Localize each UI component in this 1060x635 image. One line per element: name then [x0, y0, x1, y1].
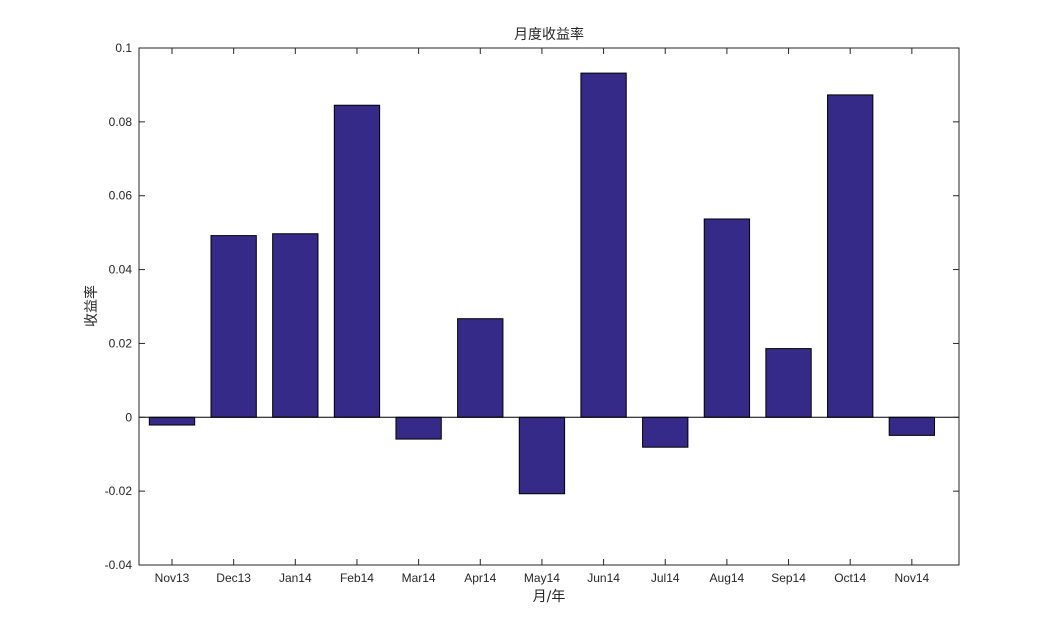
x-tick-label: Feb14 — [340, 571, 374, 585]
x-tick-label: Oct14 — [834, 571, 866, 585]
x-tick-label: Nov13 — [155, 571, 190, 585]
bar-nov14 — [888, 416, 936, 436]
y-tick-label: 0.04 — [109, 263, 133, 277]
x-tick-label: May14 — [524, 571, 560, 585]
y-tick-label: 0.1 — [115, 41, 132, 55]
y-tick-label: 0.08 — [109, 115, 133, 129]
bar-mar14 — [395, 416, 442, 440]
y-tick-label: 0 — [125, 410, 132, 424]
y-axis: -0.04 -0.02 0 0.02 0.04 0.06 0.08 0.1 — [105, 41, 959, 572]
bars-group — [148, 72, 936, 495]
bar-sep14 — [765, 348, 812, 418]
x-tick-label: Sep14 — [771, 571, 806, 585]
x-tick-label: Mar14 — [402, 571, 436, 585]
bar-aug14 — [703, 218, 751, 418]
bar-dec13 — [210, 235, 257, 418]
x-axis-label: 月/年 — [533, 589, 566, 605]
bar-nov13 — [148, 416, 196, 426]
y-tick-label: -0.04 — [105, 558, 133, 572]
bar-feb14 — [333, 104, 381, 418]
x-tick-label: Aug14 — [710, 571, 745, 585]
chart-title: 月度收益率 — [514, 26, 584, 43]
bar-oct14 — [827, 94, 874, 418]
y-tick-label: 0.02 — [109, 336, 133, 350]
x-tick-label: Jun14 — [587, 571, 620, 585]
bar-jun14 — [580, 72, 627, 418]
x-tick-label: Jul14 — [651, 571, 680, 585]
plot-border — [138, 47, 960, 566]
bar-jul14 — [642, 416, 689, 448]
x-axis: Nov13 Dec13 Jan14 Feb14 Mar14 Apr14 May14 Jun14… — [155, 48, 930, 585]
y-axis-label: 收益率 — [83, 285, 100, 327]
x-tick-label: Nov14 — [895, 571, 930, 585]
bar-apr14 — [457, 318, 504, 418]
y-tick-label: 0.06 — [109, 189, 133, 203]
x-tick-label: Apr14 — [464, 571, 496, 585]
bar-jan14 — [272, 233, 319, 418]
y-tick-label: -0.02 — [105, 484, 133, 498]
x-tick-label: Jan14 — [279, 571, 312, 585]
bar-may14 — [518, 416, 566, 495]
x-tick-label: Dec13 — [216, 571, 251, 585]
